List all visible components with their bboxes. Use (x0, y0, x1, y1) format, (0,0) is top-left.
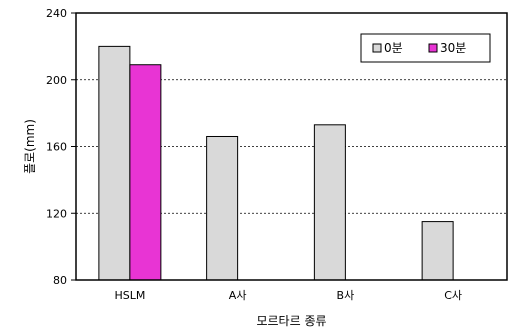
y-tick-label: 200 (46, 74, 67, 87)
x-tick-label: B사 (337, 289, 355, 302)
bar (129, 64, 162, 281)
y-tick-label: 80 (53, 274, 67, 287)
y-axis-title: 플로(mm) (23, 119, 37, 174)
legend-label: 0분 (384, 41, 403, 55)
bars (98, 45, 454, 281)
x-axis-title: 모르타르 종류 (256, 314, 326, 328)
y-tick-label: 240 (46, 7, 67, 20)
y-tick-label: 120 (46, 207, 67, 220)
x-tick-label: A사 (229, 289, 247, 302)
legend-swatch (428, 43, 438, 53)
x-tick-label: C사 (444, 289, 462, 302)
x-tick-label: HSLM (114, 289, 145, 302)
bar (313, 124, 346, 281)
legend-box (360, 33, 491, 63)
bar (421, 221, 454, 281)
legend-label: 30분 (440, 41, 466, 55)
y-axis-ticks: 80 120 160 200 240 (46, 7, 76, 287)
legend-swatch (372, 43, 382, 53)
bar (98, 45, 131, 281)
y-tick-label: 160 (46, 141, 67, 154)
bar (206, 135, 239, 281)
legend: 0분 30분 (360, 33, 491, 63)
x-axis-ticks: HSLM A사 B사 C사 (114, 289, 462, 302)
